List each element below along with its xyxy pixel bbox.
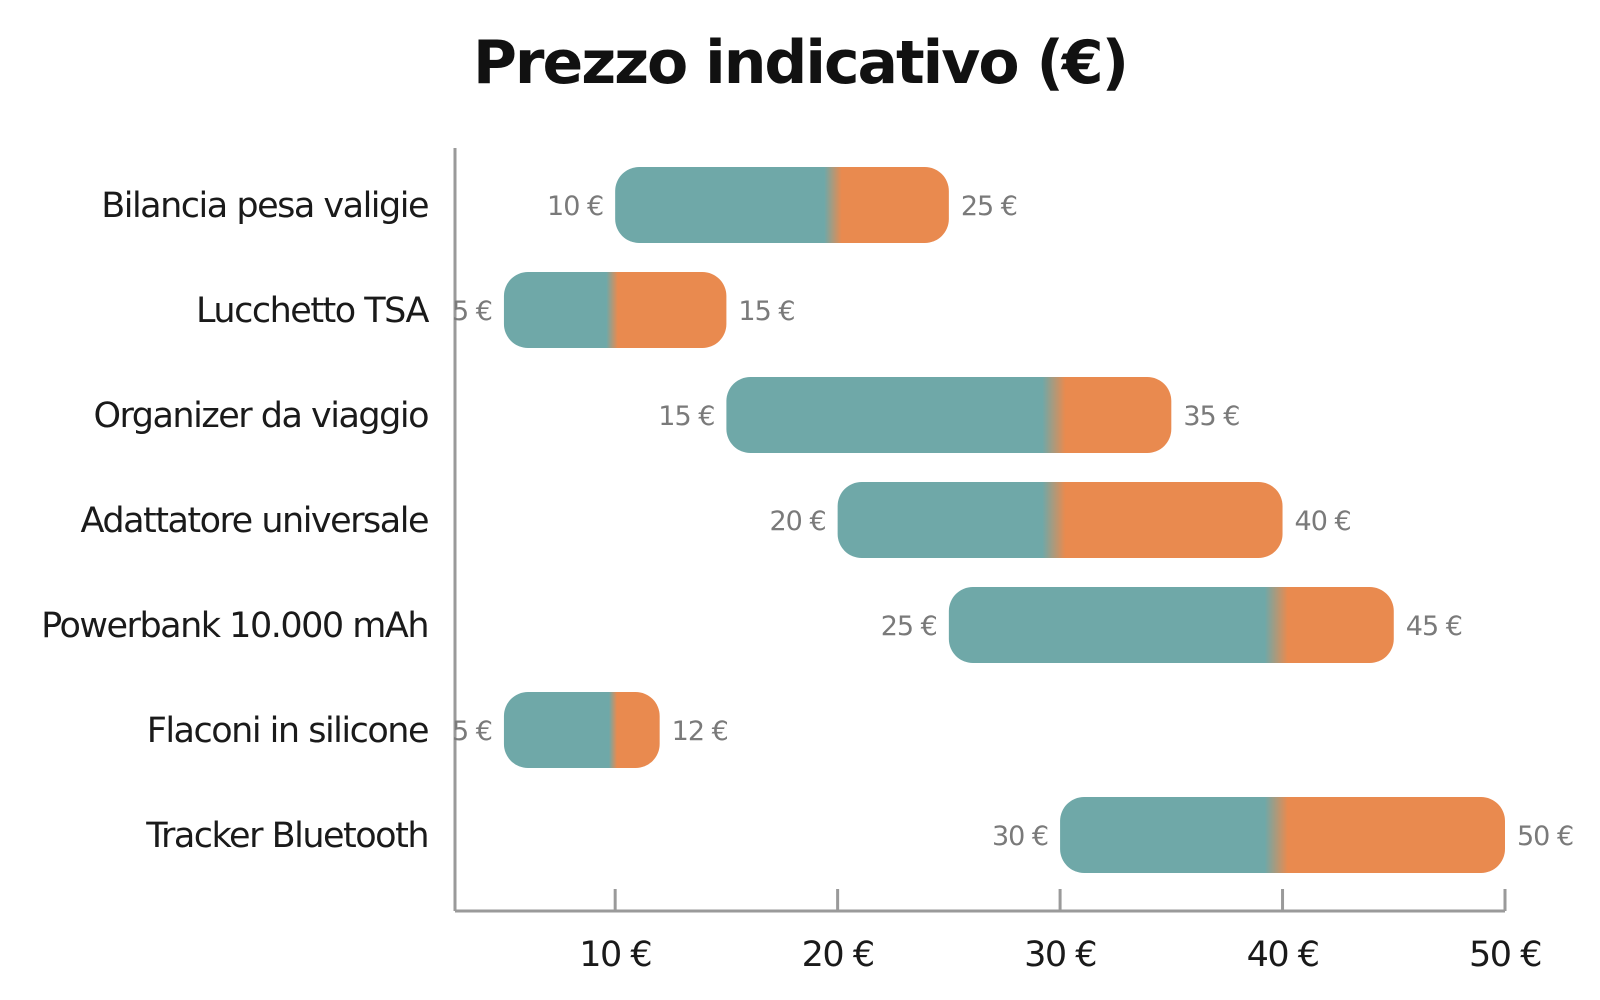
range-bar: [503, 692, 660, 768]
chart-title: Prezzo indicativo (€): [472, 28, 1129, 98]
max-value-label: 50 €: [1517, 821, 1573, 852]
category-label: Organizer da viaggio: [93, 396, 428, 436]
x-tick-label: 30 €: [1024, 935, 1096, 975]
category-label: Flaconi in silicone: [147, 711, 428, 751]
category-label: Tracker Bluetooth: [145, 816, 428, 856]
range-bar: [837, 482, 1283, 558]
x-tick-label: 10 €: [579, 935, 651, 975]
max-value-label: 15 €: [738, 296, 794, 327]
min-value-label: 5 €: [452, 296, 492, 327]
x-tick-label: 40 €: [1247, 935, 1319, 975]
range-bar: [948, 587, 1394, 663]
min-value-label: 30 €: [992, 821, 1048, 852]
category-label: Lucchetto TSA: [196, 291, 430, 331]
max-value-label: 45 €: [1406, 611, 1462, 642]
x-tick-label: 50 €: [1469, 935, 1541, 975]
max-value-label: 25 €: [961, 191, 1017, 222]
min-value-label: 5 €: [452, 716, 492, 747]
category-label: Bilancia pesa valigie: [101, 186, 428, 226]
range-bar: [1060, 797, 1505, 873]
max-value-label: 35 €: [1183, 401, 1239, 432]
range-bar: [503, 272, 727, 348]
range-bar: [615, 167, 949, 243]
min-value-label: 20 €: [770, 506, 826, 537]
x-tick-label: 20 €: [802, 935, 874, 975]
max-value-label: 40 €: [1295, 506, 1351, 537]
category-label: Powerbank 10.000 mAh: [41, 606, 428, 646]
category-label: Adattatore universale: [81, 501, 428, 541]
max-value-label: 12 €: [672, 716, 728, 747]
min-value-label: 25 €: [881, 611, 937, 642]
range-bar: [726, 377, 1172, 453]
min-value-label: 15 €: [658, 401, 714, 432]
min-value-label: 10 €: [547, 191, 603, 222]
